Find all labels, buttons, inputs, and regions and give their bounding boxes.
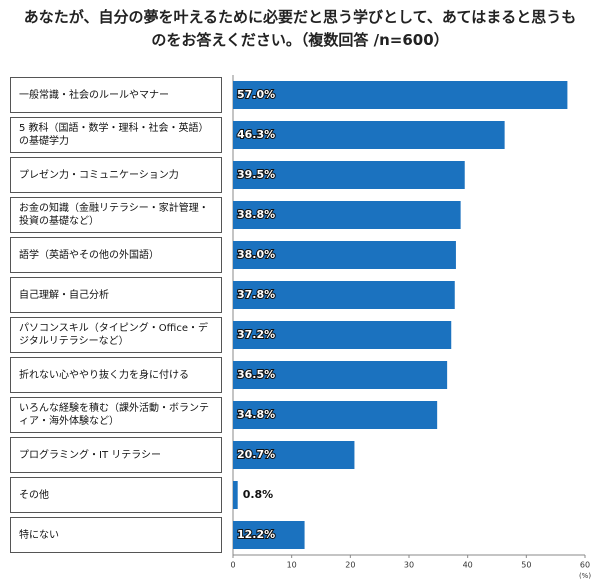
value-label: 38.0% (237, 248, 275, 261)
bar (233, 281, 455, 309)
x-tick-label: 10 (287, 561, 297, 570)
category-label: 一般常識・社会のルールやマナー (10, 77, 222, 113)
value-label: 0.8% (243, 488, 274, 501)
value-label: 34.8% (237, 408, 275, 421)
x-unit: (%) (579, 572, 591, 580)
category-label: 5 教科（国語・数学・理科・社会・英語）の基礎学力 (10, 117, 222, 153)
bar (233, 441, 355, 469)
x-tick-label: 0 (230, 561, 235, 570)
category-label: その他 (10, 477, 222, 513)
bar (233, 401, 438, 429)
category-label: プログラミング・IT リテラシー (10, 437, 222, 473)
value-label: 37.8% (237, 288, 275, 301)
x-tick-label: 40 (463, 561, 473, 570)
x-tick-label: 20 (345, 561, 355, 570)
bar (233, 361, 448, 389)
chart-title: あなたが、自分の夢を叶えるために必要だと思う学びとして、あてはまると思うものをお… (23, 8, 577, 49)
value-label: 57.0% (237, 88, 275, 101)
value-label: 37.2% (237, 328, 275, 341)
category-label: 折れない心ややり抜く力を身に付ける (10, 357, 222, 393)
category-label: パソコンスキル（タイピング・Office・デジタルリテラシーなど） (10, 317, 222, 353)
value-label: 36.5% (237, 368, 275, 381)
category-label: お金の知識（金融リテラシー・家計管理・投資の基礎など） (10, 197, 222, 233)
x-tick-label: 30 (404, 561, 414, 570)
category-label: プレゼン力・コミュニケーション力 (10, 157, 222, 193)
bar (233, 121, 505, 149)
x-tick-label: 60 (580, 561, 590, 570)
bar (233, 321, 452, 349)
category-label: いろんな経験を積む（課外活動・ボランティア・海外体験など） (10, 397, 222, 433)
category-label: 自己理解・自己分析 (10, 277, 222, 313)
value-label: 12.2% (237, 528, 275, 541)
category-label: 語学（英語やその他の外国語） (10, 237, 222, 273)
bar (233, 521, 305, 549)
bar (233, 161, 465, 189)
bar (233, 81, 568, 109)
value-label: 39.5% (237, 168, 275, 181)
bar (233, 241, 456, 269)
x-tick-label: 50 (521, 561, 531, 570)
value-label: 38.8% (237, 208, 275, 221)
bar (233, 481, 238, 509)
value-label: 20.7% (237, 448, 275, 461)
value-label: 46.3% (237, 128, 275, 141)
bar (233, 201, 461, 229)
category-label: 特にない (10, 517, 222, 553)
